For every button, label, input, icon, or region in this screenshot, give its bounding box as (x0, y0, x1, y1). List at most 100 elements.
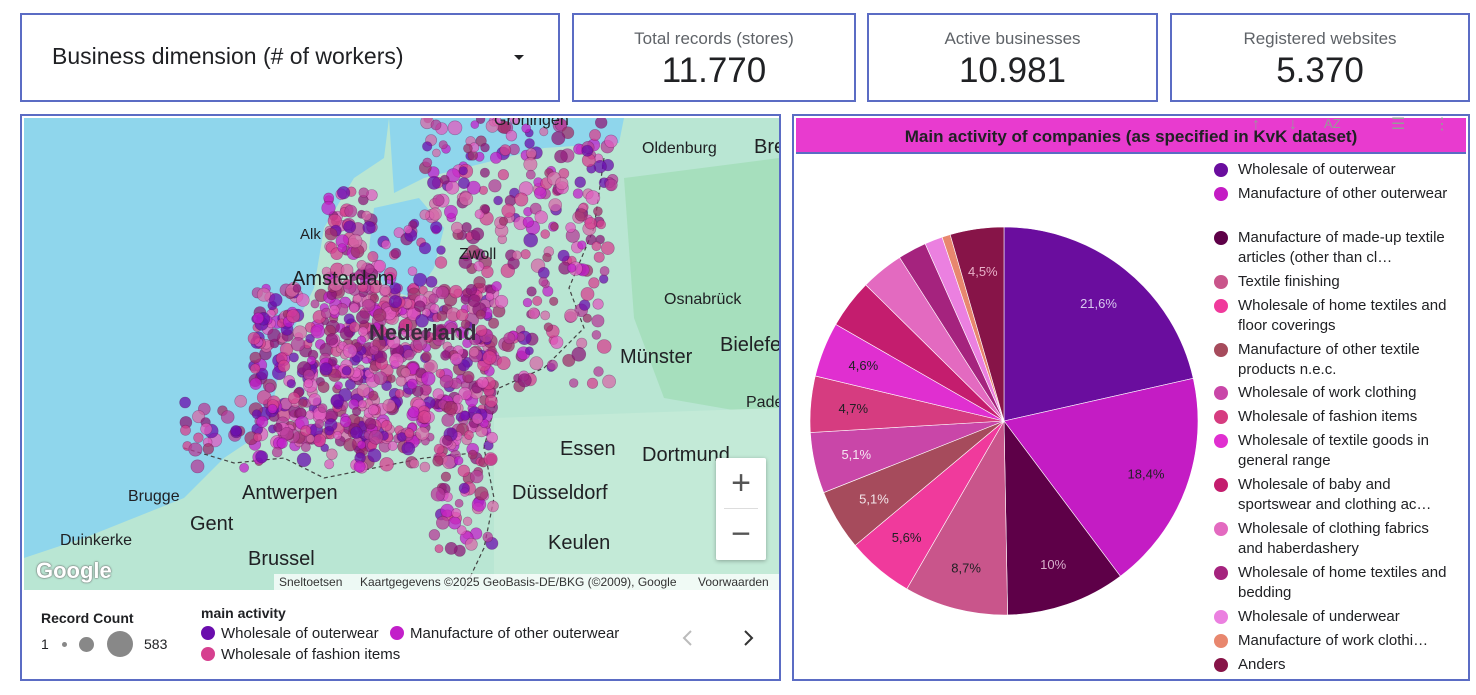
record-bubble[interactable] (306, 355, 317, 366)
record-bubble[interactable] (578, 299, 591, 311)
record-bubble[interactable] (442, 455, 456, 470)
record-bubble[interactable] (446, 168, 461, 183)
record-bubble[interactable] (445, 322, 458, 335)
pie-legend-item[interactable]: Wholesale of outerwear (1214, 160, 1454, 180)
record-bubble[interactable] (450, 221, 463, 234)
record-bubble[interactable] (419, 461, 431, 473)
record-bubble[interactable] (482, 350, 497, 365)
record-bubble[interactable] (188, 442, 203, 457)
record-bubble[interactable] (432, 148, 441, 158)
bubble-map[interactable]: Groningen Oldenburg Bre Alk Amsterdam Zw… (24, 118, 779, 590)
record-bubble[interactable] (462, 516, 473, 526)
record-bubble[interactable] (539, 127, 549, 137)
record-bubble[interactable] (348, 321, 360, 333)
record-bubble[interactable] (419, 209, 431, 220)
record-bubble[interactable] (527, 307, 540, 320)
pie-legend-item[interactable]: Textile finishing (1214, 272, 1454, 292)
record-bubble[interactable] (525, 169, 536, 180)
record-bubble[interactable] (253, 432, 263, 442)
record-bubble[interactable] (427, 175, 441, 190)
record-bubble[interactable] (422, 157, 433, 168)
record-bubble[interactable] (464, 537, 478, 551)
record-bubble[interactable] (532, 295, 543, 306)
record-bubble[interactable] (388, 295, 403, 309)
record-bubble[interactable] (599, 266, 610, 276)
record-bubble[interactable] (481, 265, 494, 279)
record-bubble[interactable] (443, 204, 458, 219)
record-bubble[interactable] (432, 194, 445, 207)
record-bubble[interactable] (470, 120, 480, 129)
record-bubble[interactable] (493, 195, 503, 206)
pie-slice[interactable] (1003, 226, 1194, 422)
record-bubble[interactable] (542, 252, 552, 263)
record-bubble[interactable] (337, 186, 351, 200)
record-bubble[interactable] (326, 448, 338, 460)
sort-ascending-icon[interactable]: ↑ (1252, 116, 1260, 133)
pie-legend-item[interactable]: Manufacture of other outerwear (1214, 184, 1454, 224)
record-bubble[interactable] (428, 529, 441, 541)
record-bubble[interactable] (267, 328, 281, 342)
record-bubble[interactable] (369, 345, 380, 356)
record-bubble[interactable] (364, 417, 377, 430)
record-bubble[interactable] (550, 335, 564, 349)
record-bubble[interactable] (430, 221, 443, 234)
record-bubble[interactable] (581, 144, 594, 157)
record-bubble[interactable] (337, 243, 348, 253)
record-bubble[interactable] (179, 396, 191, 409)
record-bubble[interactable] (524, 346, 534, 356)
record-bubble[interactable] (521, 123, 532, 134)
record-bubble[interactable] (474, 209, 485, 219)
pie-legend-item[interactable]: Wholesale of clothing fabrics and haberd… (1214, 519, 1454, 559)
record-bubble[interactable] (441, 413, 455, 427)
record-bubble[interactable] (443, 400, 458, 415)
pie-legend-item[interactable]: Wholesale of underwear (1214, 607, 1454, 627)
record-bubble[interactable] (576, 337, 588, 349)
record-bubble[interactable] (434, 544, 444, 554)
pie-legend-item[interactable]: Wholesale of home textiles and floor cov… (1214, 296, 1454, 336)
record-bubble[interactable] (514, 192, 529, 207)
record-bubble[interactable] (460, 410, 471, 421)
record-bubble[interactable] (300, 425, 312, 437)
pie-legend-item[interactable]: Wholesale of baby and sportswear and clo… (1214, 475, 1454, 515)
record-bubble[interactable] (367, 404, 379, 416)
record-bubble[interactable] (373, 259, 386, 273)
record-bubble[interactable] (324, 227, 338, 241)
record-bubble[interactable] (379, 457, 394, 472)
record-bubble[interactable] (425, 275, 438, 288)
record-bubble[interactable] (588, 277, 600, 289)
record-bubble[interactable] (357, 399, 367, 409)
record-bubble[interactable] (452, 394, 463, 405)
record-bubble[interactable] (526, 286, 537, 297)
record-bubble[interactable] (499, 144, 512, 156)
record-bubble[interactable] (467, 294, 481, 308)
record-bubble[interactable] (386, 335, 401, 349)
record-bubble[interactable] (488, 179, 502, 193)
record-bubble[interactable] (374, 350, 388, 364)
record-bubble[interactable] (604, 178, 618, 192)
record-bubble[interactable] (485, 292, 495, 302)
terms-link[interactable]: Voorwaarden (698, 575, 769, 589)
record-bubble[interactable] (436, 245, 446, 255)
record-bubble[interactable] (310, 324, 325, 339)
record-bubble[interactable] (339, 415, 352, 428)
record-bubble[interactable] (444, 541, 458, 555)
record-bubble[interactable] (180, 424, 191, 436)
record-bubble[interactable] (328, 368, 342, 382)
pie-legend-item[interactable]: Wholesale of fashion items (1214, 407, 1454, 427)
record-bubble[interactable] (417, 410, 432, 424)
record-bubble[interactable] (524, 138, 535, 149)
record-bubble[interactable] (407, 266, 418, 276)
record-bubble[interactable] (598, 274, 609, 284)
record-bubble[interactable] (277, 359, 291, 373)
record-bubble[interactable] (435, 515, 450, 530)
record-bubble[interactable] (409, 458, 420, 469)
record-bubble[interactable] (471, 227, 485, 241)
record-bubble[interactable] (403, 349, 415, 361)
record-bubble[interactable] (546, 359, 558, 371)
record-bubble[interactable] (483, 452, 498, 466)
record-bubble[interactable] (462, 370, 475, 384)
pie-legend-item[interactable]: Manufacture of other textile products n.… (1214, 340, 1454, 380)
record-bubble[interactable] (300, 442, 311, 453)
record-bubble[interactable] (591, 314, 605, 328)
record-bubble[interactable] (298, 398, 308, 408)
